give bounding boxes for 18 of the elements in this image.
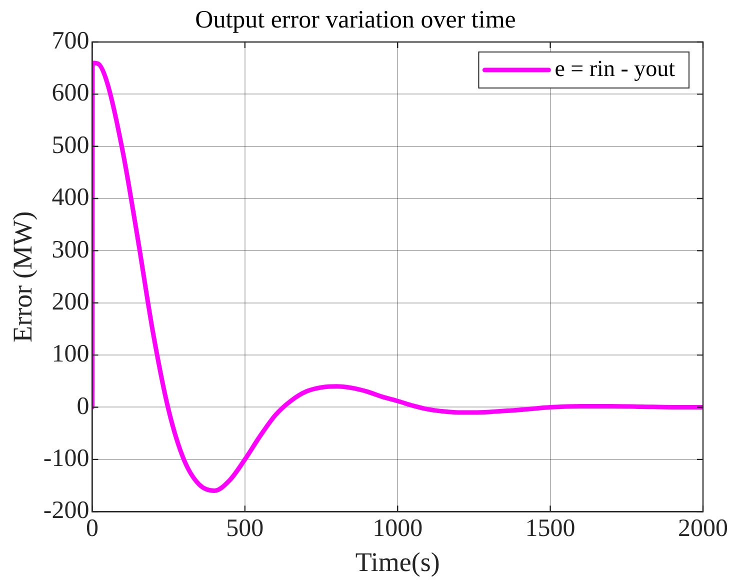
y-axis-title: Error (MW) — [7, 211, 38, 342]
y-tick-label: 400 — [52, 184, 90, 212]
y-tick-label: 300 — [52, 236, 90, 264]
x-tick-label: 1000 — [372, 515, 423, 542]
y-tick-label: -100 — [43, 444, 90, 472]
line-series — [92, 60, 703, 493]
x-tick-label: 1500 — [525, 515, 576, 542]
y-tick-label: 600 — [52, 80, 90, 107]
x-axis-title: Time(s) — [355, 546, 440, 577]
y-tick-label: 700 — [52, 28, 90, 55]
y-tick-label: 200 — [52, 288, 90, 316]
chart-title: Output error variation over time — [195, 6, 516, 34]
y-tick-label: 100 — [52, 340, 90, 368]
x-tick-label: 2000 — [678, 515, 728, 542]
legend-label: e = rin - yout — [554, 56, 676, 82]
y-tick-label: 500 — [52, 132, 90, 159]
x-tick-label: 500 — [226, 515, 264, 542]
y-tick-label: 0 — [76, 392, 90, 420]
